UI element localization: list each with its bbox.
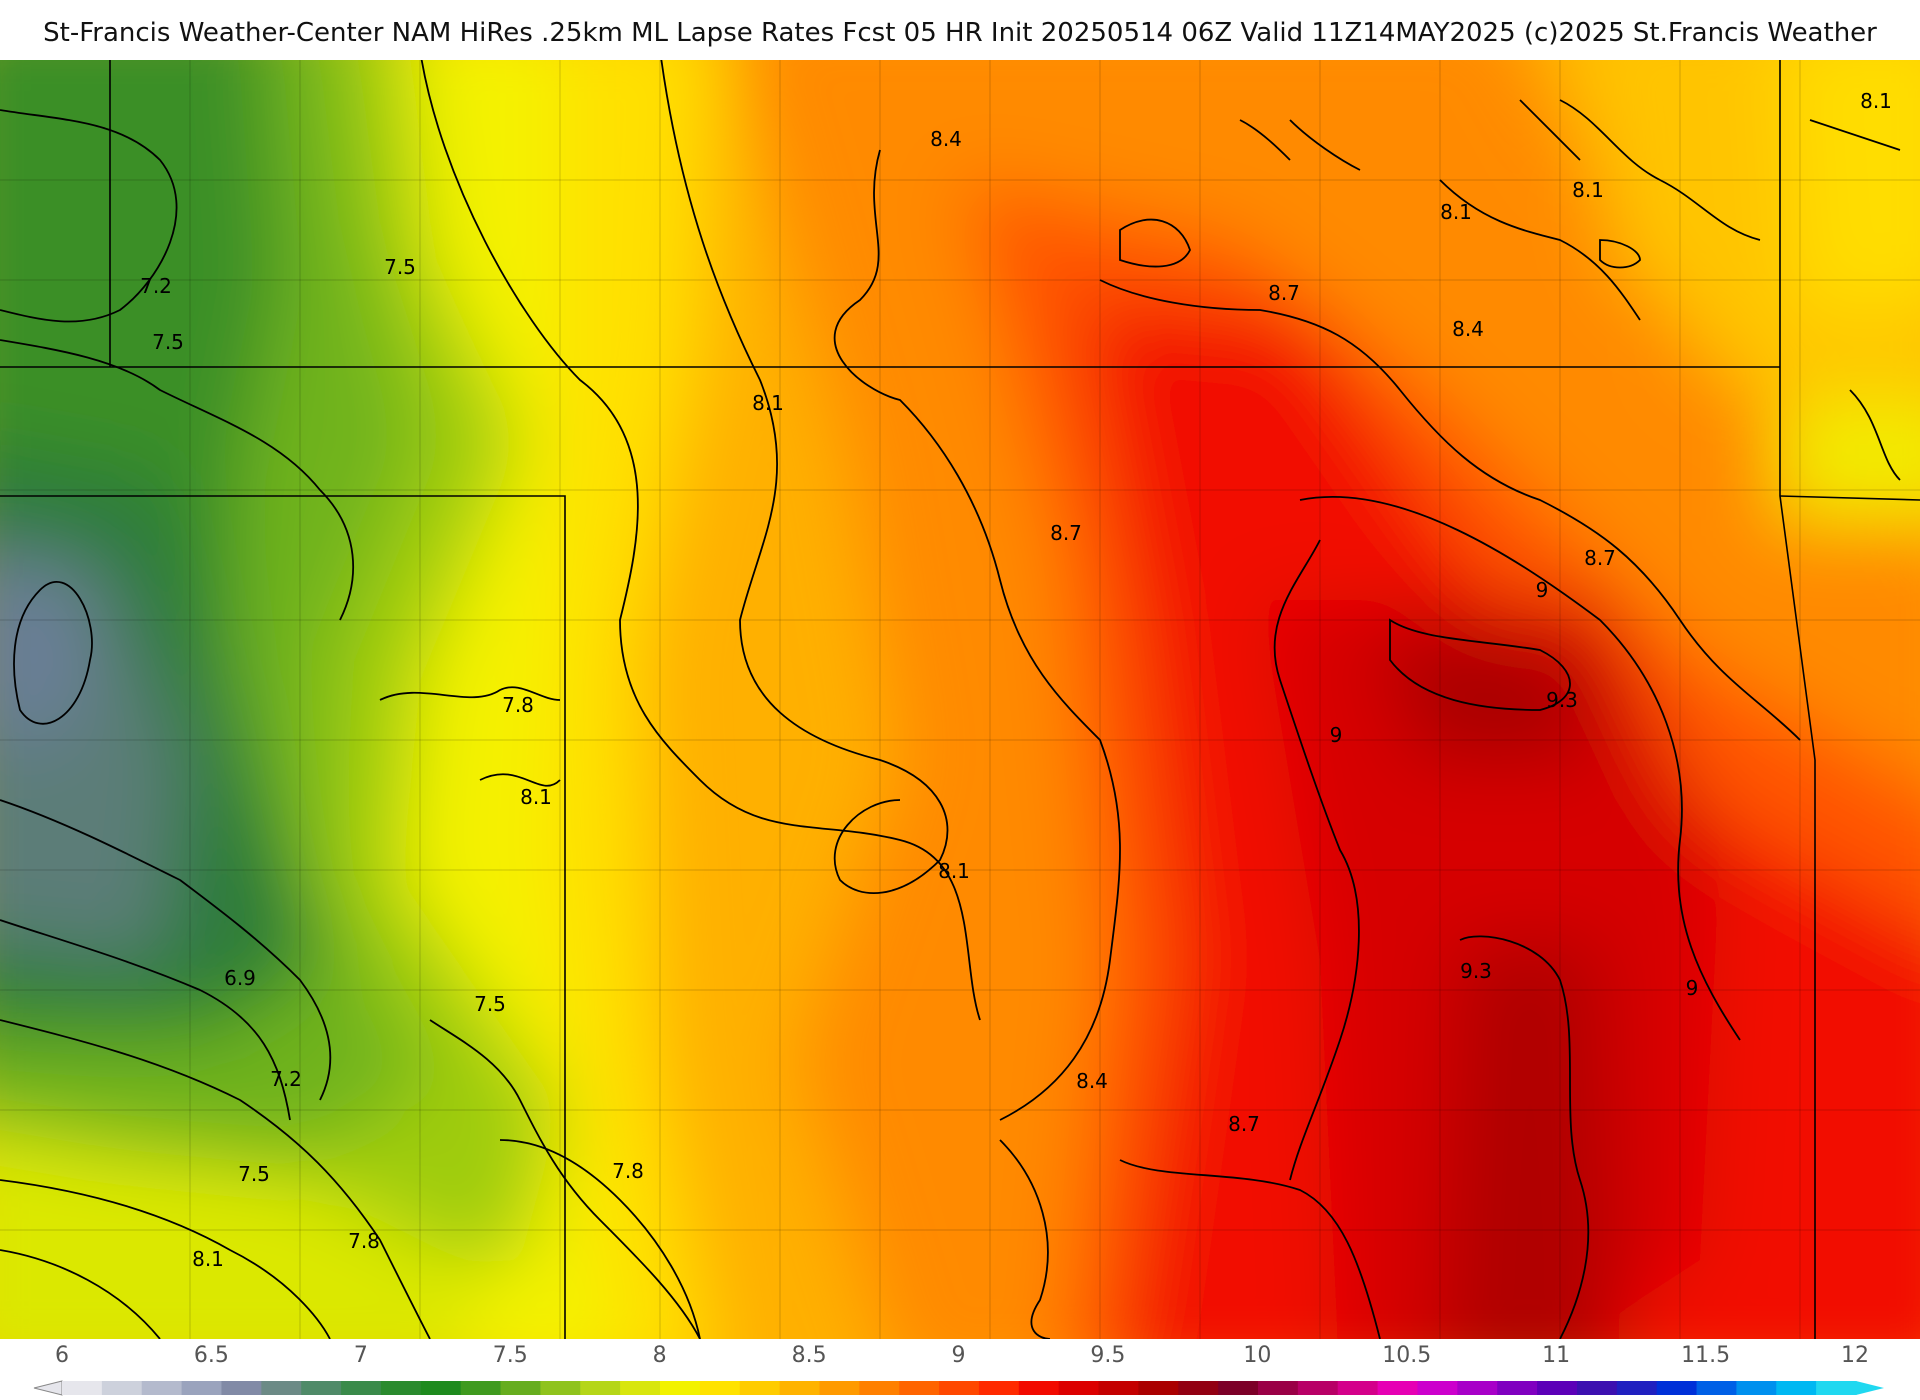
colorbar-max-arrow xyxy=(1856,1381,1884,1395)
colorbar-swatch xyxy=(1616,1381,1658,1395)
colorbar-tick-label: 6.5 xyxy=(193,1343,229,1368)
contour-label: 7.2 xyxy=(140,274,172,298)
colorbar-swatch xyxy=(1018,1381,1060,1395)
lapse-rate-map: 8.4 8.1 8.1 8.1 7.2 7.5 7.5 8.7 8.4 8.1 … xyxy=(0,60,1920,1339)
contour-label: 8.1 xyxy=(1440,200,1472,224)
colorbar-strip xyxy=(33,1380,1884,1396)
colorbar-tick-label: 9.5 xyxy=(1090,1343,1126,1368)
county-lines xyxy=(0,60,1920,1339)
contour-label: 8.4 xyxy=(1452,317,1484,341)
contour-label: 7.5 xyxy=(474,992,506,1016)
colorbar-swatch xyxy=(859,1381,900,1395)
colorbar-swatch xyxy=(1457,1381,1498,1395)
contour-label: 9 xyxy=(1536,578,1549,602)
colorbar-swatch xyxy=(978,1381,1020,1395)
colorbar-swatch xyxy=(580,1381,621,1395)
colorbar-swatch xyxy=(1816,1381,1857,1395)
colorbar-swatch xyxy=(699,1381,741,1395)
colorbar-swatch xyxy=(341,1381,382,1395)
colorbar-swatch xyxy=(739,1381,781,1395)
colorbar-tick-label: 9 xyxy=(951,1343,966,1368)
colorbar-swatch xyxy=(460,1381,502,1395)
colorbar-tick-label: 8.5 xyxy=(791,1343,827,1368)
contour-label: 8.4 xyxy=(1076,1069,1108,1093)
state-borders xyxy=(0,60,1920,1339)
colorbar-swatch xyxy=(301,1381,342,1395)
contour-label: 7.8 xyxy=(612,1159,644,1183)
colorbar: 6 6.5 7 7.5 8 8.5 9 9.5 10 10.5 11 11.5 12 xyxy=(0,1339,1920,1400)
contour-label: 7.5 xyxy=(238,1162,270,1186)
contour-label: 8.7 xyxy=(1584,546,1616,570)
colorbar-swatch xyxy=(1736,1381,1777,1395)
contour-label: 7.5 xyxy=(384,255,416,279)
colorbar-tick-label: 10.5 xyxy=(1382,1343,1432,1368)
colorbar-swatch xyxy=(939,1381,980,1395)
colorbar-swatch xyxy=(899,1381,940,1395)
colorbar-swatch xyxy=(1178,1381,1219,1395)
colorbar-swatch xyxy=(141,1381,183,1395)
colorbar-tick-label: 12 xyxy=(1841,1343,1869,1368)
colorbar-swatch xyxy=(1258,1381,1299,1395)
colorbar-swatch xyxy=(420,1381,462,1395)
colorbar-swatch xyxy=(1218,1381,1259,1395)
colorbar-swatch xyxy=(779,1381,821,1395)
colorbar-swatch xyxy=(1776,1381,1817,1395)
colorbar-swatch xyxy=(540,1381,581,1395)
colorbar-swatch xyxy=(500,1381,541,1395)
contour-label: 9.3 xyxy=(1460,959,1492,983)
contour-label: 8.7 xyxy=(1050,521,1082,545)
contour-label: 9 xyxy=(1330,723,1343,747)
colorbar-swatch xyxy=(1138,1381,1179,1395)
contour-label: 8.1 xyxy=(520,785,552,809)
colorbar-swatch xyxy=(62,1381,103,1395)
contour-label: 8.1 xyxy=(752,391,784,415)
contour-label: 7.2 xyxy=(270,1067,302,1091)
contour-label: 8.1 xyxy=(1860,89,1892,113)
colorbar-swatch xyxy=(1377,1381,1419,1395)
colorbar-swatch xyxy=(181,1381,223,1395)
colorbar-swatch xyxy=(1576,1381,1618,1395)
colorbar-tick-label: 7.5 xyxy=(492,1343,528,1368)
contour-label: 7.8 xyxy=(502,693,534,717)
contour-label: 9.3 xyxy=(1546,688,1578,712)
contour-label: 8.1 xyxy=(1572,178,1604,202)
contour-label: 7.5 xyxy=(152,330,184,354)
colorbar-tick-label: 11 xyxy=(1542,1343,1571,1368)
chart-title: St-Francis Weather-Center NAM HiRes .25k… xyxy=(43,18,1877,48)
colorbar-tick-label: 11.5 xyxy=(1681,1343,1731,1368)
colorbar-tick-label: 10 xyxy=(1243,1343,1272,1368)
contour-label: 9 xyxy=(1686,976,1699,1000)
colorbar-swatch xyxy=(1696,1381,1737,1395)
colorbar-min-arrow xyxy=(33,1380,63,1396)
contour-label: 6.9 xyxy=(224,966,256,990)
contour-label: 8.4 xyxy=(930,127,962,151)
colorbar-tick-label: 8 xyxy=(652,1343,667,1368)
colorbar-swatch xyxy=(1058,1381,1100,1395)
colorbar-swatch xyxy=(1537,1381,1578,1395)
colorbar-swatch xyxy=(1297,1381,1339,1395)
contour-label: 8.7 xyxy=(1268,281,1300,305)
colorbar-tick-label: 6 xyxy=(55,1343,69,1368)
colorbar-tick-label: 7 xyxy=(353,1343,368,1368)
contour-label: 8.1 xyxy=(192,1247,224,1271)
colorbar-swatch xyxy=(819,1381,860,1395)
colorbar-swatch xyxy=(101,1381,143,1395)
colorbar-swatch xyxy=(1417,1381,1458,1395)
colorbar-swatch xyxy=(620,1381,661,1395)
colorbar-swatch xyxy=(1656,1381,1698,1395)
colorbar-swatch xyxy=(1497,1381,1538,1395)
colorbar-swatch xyxy=(1337,1381,1379,1395)
contour-lines xyxy=(0,60,1901,1339)
contour-labels: 8.4 8.1 8.1 8.1 7.2 7.5 7.5 8.7 8.4 8.1 … xyxy=(140,89,1892,1271)
color-field xyxy=(0,60,1920,1339)
contour-label: 8.1 xyxy=(938,859,970,883)
contour-label: 7.8 xyxy=(348,1229,380,1253)
colorbar-swatch xyxy=(660,1381,701,1395)
colorbar-swatch xyxy=(261,1381,302,1395)
colorbar-swatch xyxy=(380,1381,422,1395)
contour-label: 8.7 xyxy=(1228,1112,1260,1136)
colorbar-swatch xyxy=(221,1381,262,1395)
colorbar-swatch xyxy=(1098,1381,1139,1395)
